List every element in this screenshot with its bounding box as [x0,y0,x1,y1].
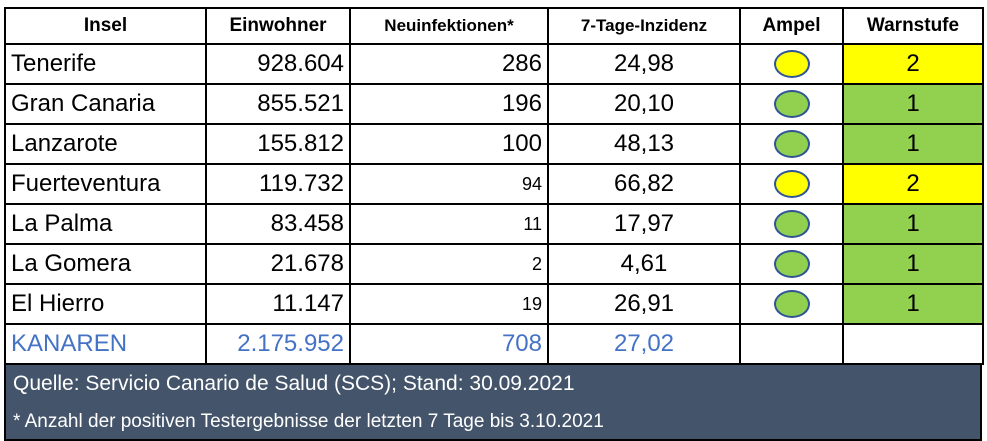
table-row: Lanzarote 155.812 100 48,13 1 [4,123,984,165]
cell-ampel [739,123,844,165]
cell-einwohner: 83.458 [205,203,351,245]
cell-inzidenz: 17,97 [547,203,741,245]
cell-warnstufe: 1 [842,243,984,285]
cell-ampel [739,43,844,85]
cell-neuinfektionen: 94 [349,163,549,205]
cell-inzidenz: 20,10 [547,83,741,125]
cell-neuinfektionen: 19 [349,283,549,325]
total-einwohner: 2.175.952 [205,323,351,365]
header-warnstufe: Warnstufe [842,7,984,45]
cell-insel: Fuerteventura [4,163,207,205]
cell-insel: Gran Canaria [4,83,207,125]
cell-warnstufe: 2 [842,163,984,205]
covid-incidence-table: Insel Einwohner Neuinfektionen* 7-Tage-I… [4,7,984,365]
cell-inzidenz: 4,61 [547,243,741,285]
cell-einwohner: 155.812 [205,123,351,165]
cell-warnstufe: 1 [842,283,984,325]
cell-einwohner: 928.604 [205,43,351,85]
footnote: * Anzahl der positiven Testergebnisse de… [13,411,604,432]
traffic-light-dot-icon [773,170,810,199]
cell-einwohner: 119.732 [205,163,351,205]
table-row: La Gomera 21.678 2 4,61 1 [4,243,984,285]
cell-neuinfektionen: 11 [349,203,549,245]
traffic-light-dot-icon [773,50,810,79]
table-row: El Hierro 11.147 19 26,91 1 [4,283,984,325]
cell-warnstufe: 1 [842,123,984,165]
traffic-light-dot-icon [773,130,810,159]
cell-ampel [739,163,844,205]
total-ampel-empty [739,323,843,365]
cell-warnstufe: 2 [842,43,984,85]
cell-insel: El Hierro [4,283,207,325]
header-inzidenz: 7-Tage-Inzidenz [547,7,741,45]
table-body: Tenerife 928.604 286 24,98 2 Gran Canaria 855.… [4,43,984,325]
table-footer: Quelle: Servicio Canario de Salud (SCS);… [4,365,982,441]
table-row: Tenerife 928.604 286 24,98 2 [4,43,984,85]
cell-insel: Lanzarote [4,123,207,165]
total-insel: KANAREN [4,323,207,365]
cell-neuinfektionen: 100 [349,123,549,165]
cell-insel: Tenerife [4,43,207,85]
table-row: La Palma 83.458 11 17,97 1 [4,203,984,245]
cell-inzidenz: 48,13 [547,123,741,165]
cell-ampel [739,283,844,325]
header-insel: Insel [4,7,207,45]
cell-einwohner: 21.678 [205,243,351,285]
total-inzidenz: 27,02 [547,323,741,365]
header-ampel: Ampel [739,7,844,45]
cell-insel: La Gomera [4,243,207,285]
cell-neuinfektionen: 2 [349,243,549,285]
traffic-light-dot-icon [773,90,810,119]
header-row: Insel Einwohner Neuinfektionen* 7-Tage-I… [4,7,984,45]
cell-einwohner: 855.521 [205,83,351,125]
cell-ampel [739,83,844,125]
cell-ampel [739,243,844,285]
covid-table-container: Insel Einwohner Neuinfektionen* 7-Tage-I… [4,7,984,441]
cell-insel: La Palma [4,203,207,245]
cell-neuinfektionen: 196 [349,83,549,125]
traffic-light-dot-icon [773,250,810,279]
cell-neuinfektionen: 286 [349,43,549,85]
traffic-light-dot-icon [773,210,810,239]
cell-warnstufe: 1 [842,83,984,125]
total-neuinfektionen: 708 [349,323,549,365]
header-neuinfektionen: Neuinfektionen* [349,7,549,45]
header-einwohner: Einwohner [205,7,351,45]
cell-inzidenz: 24,98 [547,43,741,85]
cell-warnstufe: 1 [842,203,984,245]
source-note: Quelle: Servicio Canario de Salud (SCS);… [13,372,575,395]
total-row: KANAREN 2.175.952 708 27,02 [4,323,984,365]
table-row: Fuerteventura 119.732 94 66,82 2 [4,163,984,205]
total-warnstufe-empty [842,323,984,365]
cell-inzidenz: 66,82 [547,163,741,205]
table-row: Gran Canaria 855.521 196 20,10 1 [4,83,984,125]
traffic-light-dot-icon [773,290,810,319]
cell-inzidenz: 26,91 [547,283,741,325]
cell-ampel [739,203,844,245]
cell-einwohner: 11.147 [205,283,351,325]
